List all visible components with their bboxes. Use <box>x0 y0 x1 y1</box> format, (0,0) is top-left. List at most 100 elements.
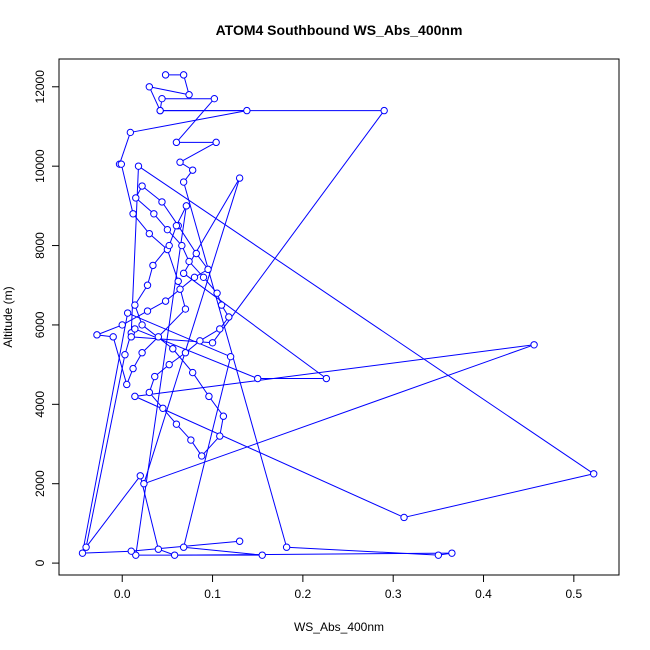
series-line-segment <box>120 164 134 214</box>
y-tick-label: 12000 <box>33 70 47 104</box>
data-point <box>123 380 131 389</box>
data-point <box>448 549 456 557</box>
series-line-segment <box>201 435 221 457</box>
data-point <box>192 249 200 258</box>
data-point <box>205 392 213 401</box>
data-point <box>143 307 152 315</box>
data-point <box>188 368 197 377</box>
series-line-segment <box>112 336 128 385</box>
series-line-segment <box>96 324 123 336</box>
x-axis: 0.0 0.1 0.2 0.3 0.4 0.5 <box>114 574 583 601</box>
data-point <box>169 345 177 353</box>
series-line-segment <box>161 201 179 226</box>
data-point <box>258 551 266 559</box>
data-point <box>172 138 181 147</box>
data-point <box>158 198 166 206</box>
series-line-segment <box>132 213 150 234</box>
data-point <box>172 420 181 428</box>
data-point <box>219 412 228 420</box>
data-point <box>131 325 139 333</box>
data-point <box>434 551 443 559</box>
data-point <box>179 543 188 551</box>
series-line-segment <box>148 233 168 250</box>
data-point <box>380 106 388 115</box>
data-point <box>82 543 90 551</box>
series-line-segment <box>135 197 155 215</box>
data-point <box>199 273 208 282</box>
data-point <box>185 257 193 266</box>
x-tick-label: 0.5 <box>565 587 582 601</box>
y-tick-label: 4000 <box>33 391 47 418</box>
series-line-segment <box>141 336 159 354</box>
y-tick-label: 0 <box>33 559 47 566</box>
data-point <box>235 537 244 545</box>
data-point <box>179 71 188 79</box>
data-point <box>208 339 217 347</box>
data-point <box>131 301 139 309</box>
data-point <box>163 225 172 234</box>
data-point <box>400 513 408 522</box>
data-point <box>156 106 164 115</box>
data-point <box>178 241 186 250</box>
data-point <box>174 277 182 285</box>
data-point <box>196 337 204 345</box>
y-axis-label: Altitude (m) <box>1 286 15 347</box>
data-point <box>213 289 221 297</box>
data-point <box>154 333 163 341</box>
data-point <box>134 162 143 170</box>
series-line-segment <box>403 473 594 518</box>
series-line-segment <box>85 475 141 548</box>
series-line-segment <box>157 308 186 338</box>
series-line-segment <box>149 86 190 96</box>
series-line-segment <box>119 132 131 165</box>
data-point <box>151 372 159 381</box>
data-point <box>216 432 224 440</box>
y-tick-label: 2000 <box>33 470 47 497</box>
data-point <box>216 325 224 333</box>
data-point <box>121 351 129 359</box>
data-point <box>109 333 117 341</box>
y-tick-label: 6000 <box>33 311 47 338</box>
series-line-segment <box>179 141 217 163</box>
data-point <box>176 158 184 166</box>
x-axis-label: WS_Abs_400nm <box>294 620 384 634</box>
series-line-segment <box>135 205 187 556</box>
data-point <box>132 551 140 559</box>
series-line-segment <box>143 344 535 485</box>
series-line-segment <box>130 110 247 133</box>
plot-frame <box>58 58 620 576</box>
data-point <box>176 285 184 293</box>
data-point <box>181 349 190 357</box>
series-line-segment <box>172 348 194 373</box>
data-point <box>254 374 262 383</box>
data-point <box>181 305 190 313</box>
data-point <box>117 160 126 168</box>
data-point <box>204 265 212 274</box>
data-point <box>530 341 538 349</box>
chart-title: ATOM4 Southbound WS_Abs_400nm <box>216 22 463 38</box>
y-axis: 0 2000 4000 6000 8000 10000 12000 <box>33 70 60 566</box>
data-point <box>129 210 137 218</box>
series-line-segment <box>143 177 241 484</box>
data-point <box>185 91 193 99</box>
series-line-segment <box>177 225 197 254</box>
series-line-segment <box>134 344 535 397</box>
series-line-segment <box>85 354 126 548</box>
x-tick-label: 0.4 <box>475 587 492 601</box>
data-point <box>217 301 226 309</box>
data-point <box>145 388 154 397</box>
data-point <box>187 436 195 444</box>
series-line-segment <box>192 372 210 397</box>
data-point <box>154 545 163 553</box>
series-line-segment <box>183 272 327 379</box>
data-point <box>172 222 181 230</box>
x-tick-label: 0.0 <box>114 587 131 601</box>
data-point <box>140 480 148 488</box>
series-line-segment <box>82 550 132 554</box>
y-tick-label: 10000 <box>33 149 47 183</box>
data-point <box>129 364 137 373</box>
data-point <box>225 313 233 321</box>
data-point <box>127 547 135 555</box>
data-point <box>212 138 220 147</box>
